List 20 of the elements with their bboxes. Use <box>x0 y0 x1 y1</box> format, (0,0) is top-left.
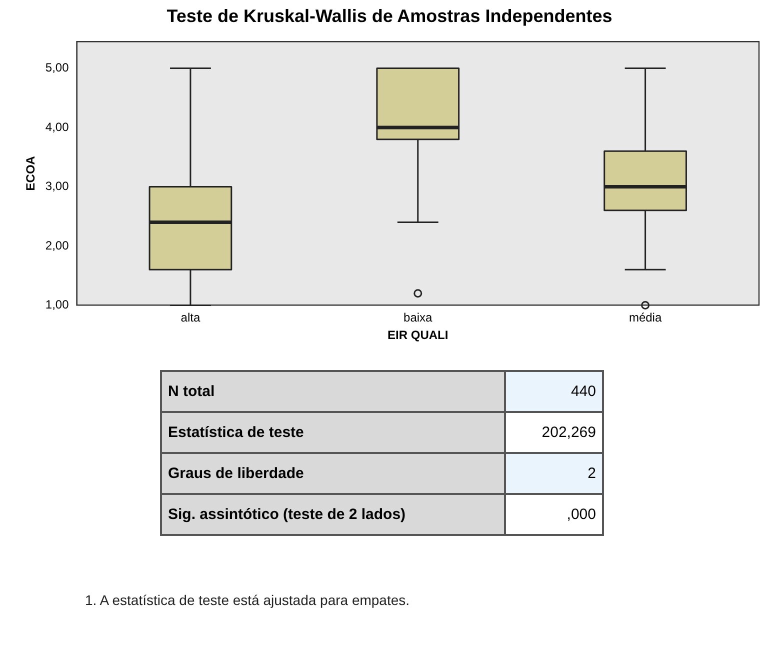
x-tick-label: baixa <box>404 310 433 325</box>
text: 440 <box>505 371 603 412</box>
text: 1. A estatística de teste está ajustada para empates. <box>85 592 410 608</box>
text: N total <box>161 371 505 412</box>
x-tick-label: alta <box>180 310 200 325</box>
text: Estatística de teste <box>161 412 505 453</box>
text: Graus de liberdade <box>161 453 505 494</box>
y-tick-label: 2,00 <box>45 238 70 252</box>
y-axis-title: ECOA <box>24 156 38 191</box>
y-tick-label: 5,00 <box>45 60 70 75</box>
chart-title: Teste de Kruskal-Wallis de Amostras Independentes <box>166 6 612 26</box>
x-axis-title: EIR QUALI <box>388 328 448 342</box>
text: 202,269 <box>505 412 603 453</box>
y-tick-label: 1,00 <box>45 298 70 312</box>
y-tick-label: 4,00 <box>45 120 70 134</box>
text: Sig. assintótico (teste de 2 lados) <box>161 494 505 535</box>
x-tick-label: média <box>628 310 662 325</box>
text: 2 <box>505 453 603 494</box>
text: ,000 <box>505 494 603 535</box>
y-tick-label: 3,00 <box>45 179 70 194</box>
